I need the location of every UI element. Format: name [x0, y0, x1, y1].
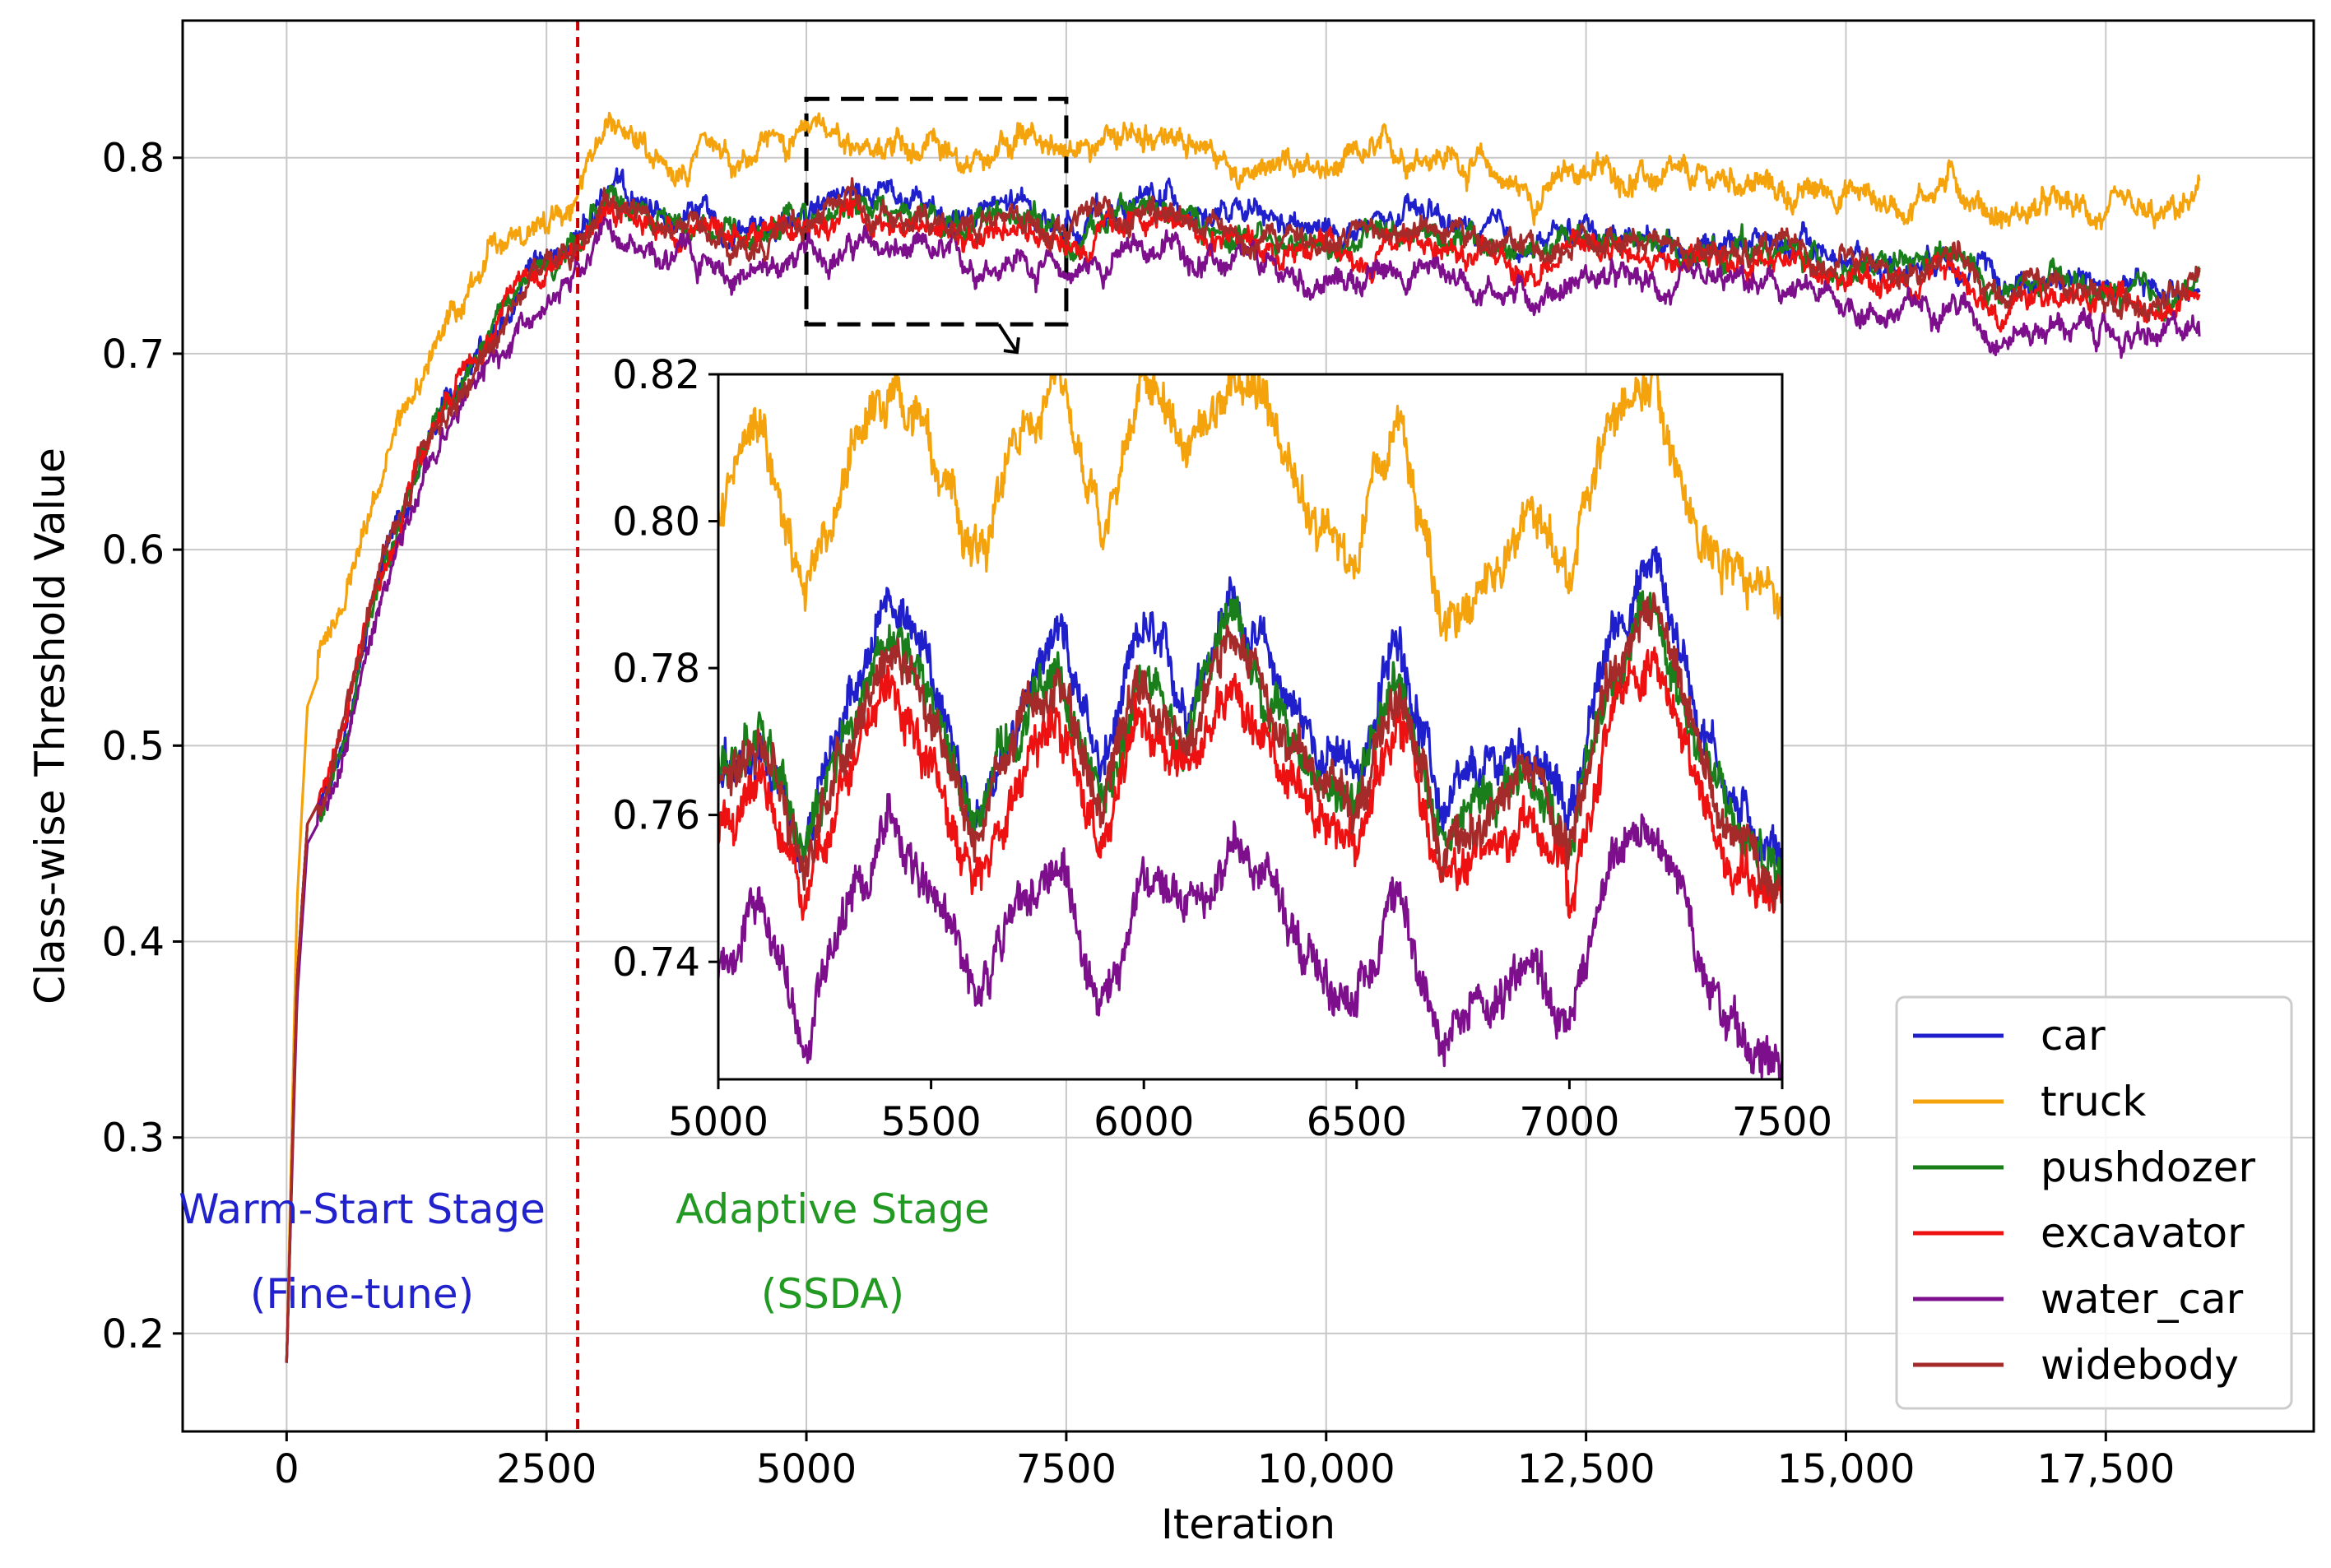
- inset-series-group: [718, 374, 1782, 1079]
- legend: car truck pushdozer excavator water_carwideb…: [1895, 995, 2293, 1410]
- warm-start-stage-sublabel: (Fine-tune): [250, 1270, 474, 1318]
- adaptive-stage-sublabel: (SSDA): [761, 1270, 904, 1318]
- inset-x-tick-label: 7000: [1519, 1099, 1619, 1145]
- main-series-group: [285, 111, 2201, 1363]
- inset-series-line-truck: [718, 374, 1782, 642]
- x-tick-label: 5000: [756, 1446, 857, 1492]
- inset-x-tick-label: 6500: [1307, 1099, 1407, 1145]
- inset-series-line-water-car: [718, 792, 1782, 1079]
- legend-label: pushdozer: [2041, 1144, 2256, 1191]
- x-tick-label: 7500: [1016, 1446, 1117, 1492]
- main-x-ticks: 0 2500 5000 7500 10,000 12,500 15,000 17,500: [274, 1431, 2175, 1492]
- inset-y-tick-label: 0.74: [612, 939, 700, 986]
- inset-x-tick-label: 5000: [668, 1099, 768, 1145]
- legend-item-truck: truck: [1913, 1078, 2146, 1125]
- legend-label: excavator: [2041, 1209, 2245, 1257]
- legend-item-excavator: excavator: [1913, 1209, 2245, 1257]
- legend-item-car: car: [1913, 1012, 2106, 1060]
- y-tick-label: 0.3: [102, 1116, 165, 1162]
- zoom-arrow-shaft: [997, 323, 1019, 354]
- y-tick-label: 0.8: [102, 136, 165, 182]
- legend-item-pushdozer: pushdozer: [1913, 1144, 2256, 1191]
- y-axis-label: Class-wise Threshold Value: [26, 448, 74, 1004]
- main-plot-frame: [181, 19, 2315, 1433]
- inset-plot-frame: [717, 373, 1784, 1081]
- inset-series-line-excavator: [718, 646, 1782, 921]
- inset-series-line-widebody: [718, 591, 1782, 912]
- legend-item-widebody: widebody: [1913, 1341, 2239, 1389]
- legend-label: water_car: [2041, 1275, 2244, 1323]
- inset-x-tick-label: 7500: [1732, 1099, 1832, 1145]
- legend-item-water-car: water_car: [1913, 1275, 2244, 1323]
- x-tick-label: 15,000: [1776, 1446, 1915, 1492]
- y-tick-label: 0.7: [102, 332, 165, 378]
- zoom-arrow-head: [1003, 336, 1020, 355]
- main-y-ticks: 0.2 0.3 0.4 0.5 0.6 0.7 0.8: [102, 136, 183, 1357]
- inset-y-tick-label: 0.78: [612, 646, 700, 692]
- adaptive-stage-label: Adaptive Stage: [676, 1185, 990, 1233]
- inset-y-tick-label: 0.76: [612, 793, 700, 839]
- inset-y-tick-label: 0.82: [612, 352, 700, 398]
- x-tick-label: 0: [274, 1446, 300, 1492]
- inset-y-tick-label: 0.80: [612, 499, 700, 545]
- zoom-arrow: [997, 323, 1020, 355]
- main-series-line-widebody: [285, 177, 2201, 1363]
- y-tick-label: 0.4: [102, 920, 165, 966]
- y-tick-label: 0.6: [102, 527, 165, 573]
- legend-label: car: [2041, 1012, 2106, 1060]
- y-tick-label: 0.5: [102, 723, 165, 769]
- x-axis-label: Iteration: [1161, 1501, 1335, 1548]
- x-tick-label: 17,500: [2036, 1446, 2175, 1492]
- legend-label: widebody: [2041, 1341, 2239, 1389]
- y-tick-label: 0.2: [102, 1311, 165, 1357]
- x-tick-label: 2500: [496, 1446, 597, 1492]
- legend-label: truck: [2041, 1078, 2146, 1125]
- x-tick-label: 10,000: [1257, 1446, 1395, 1492]
- main-series-line-truck: [285, 111, 2201, 1363]
- inset-y-ticks: 0.74 0.76 0.78 0.80 0.82: [612, 352, 718, 986]
- inset-x-tick-label: 6000: [1094, 1099, 1194, 1145]
- warm-start-stage-label: Warm-Start Stage: [179, 1185, 546, 1233]
- inset-x-tick-label: 5500: [881, 1099, 982, 1145]
- inset-x-ticks: 5000 5500 6000 6500 7000 7500: [668, 1079, 1832, 1145]
- x-tick-label: 12,500: [1517, 1446, 1655, 1492]
